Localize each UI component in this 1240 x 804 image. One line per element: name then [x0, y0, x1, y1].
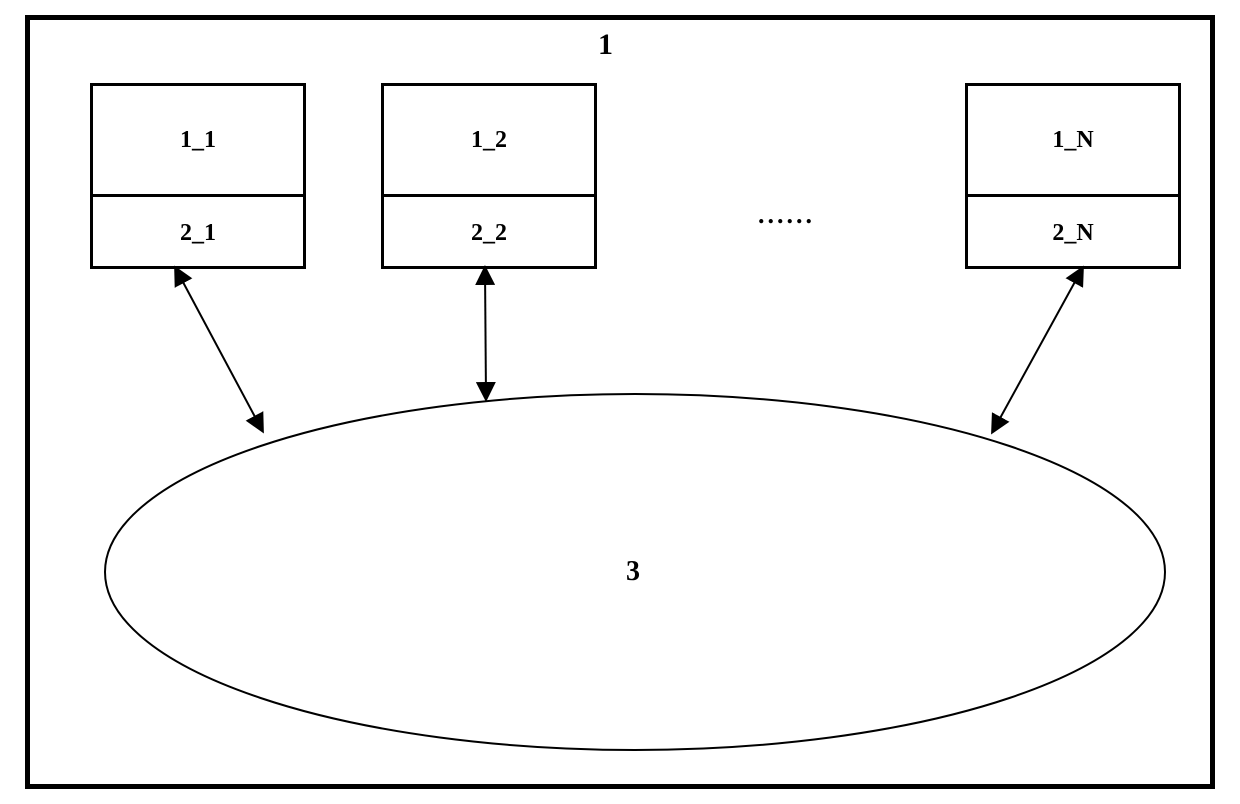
- box-1-top: 1_1: [93, 86, 303, 194]
- box-2-top: 1_2: [384, 86, 594, 194]
- ellipse-label: 3: [626, 556, 640, 588]
- box-1-bottom: 2_1: [93, 197, 303, 269]
- box-2-bottom: 2_2: [384, 197, 594, 269]
- title-label: 1: [598, 28, 613, 62]
- box-2: 1_2 2_2: [381, 83, 597, 269]
- box-1: 1_1 2_1: [90, 83, 306, 269]
- box-3-bottom: 2_N: [968, 197, 1178, 269]
- box-3: 1_N 2_N: [965, 83, 1181, 269]
- box-3-top: 1_N: [968, 86, 1178, 194]
- ellipsis: ......: [758, 200, 815, 230]
